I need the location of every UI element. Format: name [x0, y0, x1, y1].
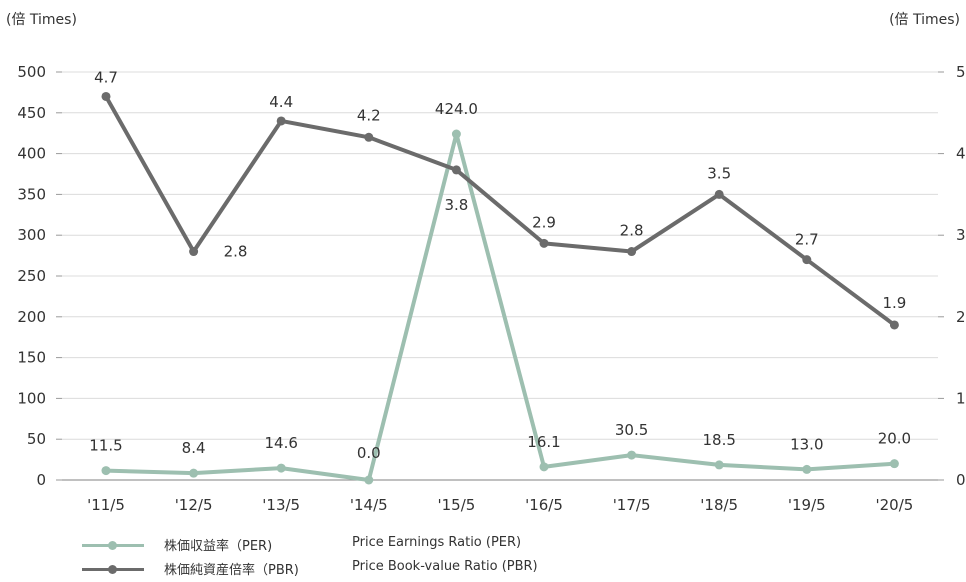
gridlines	[62, 71, 938, 481]
data-label-pbr: 2.9	[532, 213, 556, 231]
right-tick-label: 0	[956, 471, 966, 489]
data-point-pbr	[451, 165, 461, 175]
x-tick-label: '12/5	[175, 496, 213, 514]
data-point-per	[627, 450, 637, 460]
left-tick-label: 350	[17, 185, 46, 203]
x-tick-label: '15/5	[437, 496, 475, 514]
data-label-pbr: 3.5	[707, 164, 731, 182]
data-label-per: 13.0	[790, 435, 823, 453]
data-point-pbr	[364, 132, 374, 142]
series-line-pbr	[104, 95, 896, 327]
data-label-pbr: 2.7	[795, 231, 819, 249]
left-tick-label: 0	[36, 471, 46, 489]
legend-marker-per	[108, 541, 117, 550]
data-label-pbr: 3.8	[444, 196, 468, 214]
right-tick-label: 4	[956, 145, 966, 163]
x-tick-label: '18/5	[700, 496, 738, 514]
legend: 株価収益率（PER) Price Earnings Ratio (PER) 株価…	[82, 534, 682, 580]
x-tick-label: '17/5	[613, 496, 651, 514]
left-tick-label: 250	[17, 267, 46, 285]
left-tick-label: 400	[17, 145, 46, 163]
right-tick-label: 2	[956, 308, 966, 326]
data-point-pbr	[276, 116, 286, 126]
data-point-per	[889, 459, 899, 469]
right-tick-label: 5	[956, 63, 966, 81]
data-point-pbr	[101, 91, 111, 101]
data-label-pbr: 1.9	[882, 294, 906, 312]
series-line-per	[105, 132, 895, 482]
data-label-pbr: 4.4	[269, 93, 293, 111]
legend-label-per-jp: 株価収益率（PER)	[164, 539, 273, 554]
data-label-per: 16.1	[527, 433, 560, 451]
x-tick-label: '13/5	[262, 496, 300, 514]
x-tick-label: '14/5	[350, 496, 388, 514]
data-point-per	[451, 129, 461, 139]
data-point-pbr	[627, 247, 637, 257]
data-point-per	[101, 466, 111, 476]
right-axis-unit: (倍 Times)	[889, 12, 960, 28]
data-label-per: 20.0	[878, 430, 911, 448]
left-tick-label: 300	[17, 226, 46, 244]
legend-item-pbr: 株価純資産倍率（PBR) Price Book-value Ratio (PBR…	[82, 558, 682, 580]
data-label-per: 424.0	[435, 100, 478, 118]
legend-label-pbr-en: Price Book-value Ratio (PBR)	[352, 559, 538, 574]
right-tick-label: 1	[956, 389, 966, 407]
data-label-pbr: 4.7	[94, 68, 118, 86]
data-point-pbr	[802, 255, 812, 265]
data-point-per	[364, 475, 374, 485]
data-label-pbr: 2.8	[224, 243, 248, 261]
left-tick-label: 200	[17, 308, 46, 326]
data-label-per: 14.6	[264, 434, 297, 452]
data-point-per	[276, 463, 286, 473]
left-tick-label: 500	[17, 63, 46, 81]
data-label-pbr: 2.8	[620, 222, 644, 240]
data-point-pbr	[189, 247, 199, 257]
data-point-per	[539, 462, 549, 472]
data-label-per: 30.5	[615, 421, 648, 439]
legend-marker-pbr	[108, 565, 117, 574]
series-layer	[101, 91, 899, 485]
data-label-per: 8.4	[182, 439, 206, 457]
data-labels: 11.5 8.4 14.6 0.0 424.0 16.1 30.5 18.5 13.0 20.0 4…	[89, 68, 911, 462]
data-point-per	[802, 464, 812, 474]
legend-label-pbr-jp: 株価純資産倍率（PBR)	[164, 563, 299, 578]
left-tick-label: 100	[17, 389, 46, 407]
data-point-per	[189, 468, 199, 478]
left-tick-label: 450	[17, 104, 46, 122]
x-tick-label: '20/5	[875, 496, 913, 514]
data-point-pbr	[539, 238, 549, 248]
data-point-pbr	[889, 320, 899, 330]
data-point-pbr	[714, 189, 724, 199]
left-tick-label: 50	[27, 430, 46, 448]
legend-label-per-en: Price Earnings Ratio (PER)	[352, 535, 522, 550]
data-label-per: 18.5	[702, 431, 735, 449]
data-point-per	[714, 460, 724, 470]
x-tick-label: '16/5	[525, 496, 563, 514]
right-tick-label: 3	[956, 226, 966, 244]
axes: 0 50 100 150 200 250 300 350 400 450 500 0 1 2 3 4 5 '11/…	[17, 63, 965, 514]
data-label-per: 0.0	[357, 444, 381, 462]
left-tick-label: 150	[17, 349, 46, 367]
data-label-pbr: 4.2	[357, 106, 381, 124]
x-tick-label: '11/5	[87, 496, 125, 514]
x-tick-label: '19/5	[788, 496, 826, 514]
left-axis-unit: (倍 Times)	[6, 12, 77, 28]
legend-item-per: 株価収益率（PER) Price Earnings Ratio (PER)	[82, 534, 682, 556]
data-label-per: 11.5	[89, 437, 122, 455]
